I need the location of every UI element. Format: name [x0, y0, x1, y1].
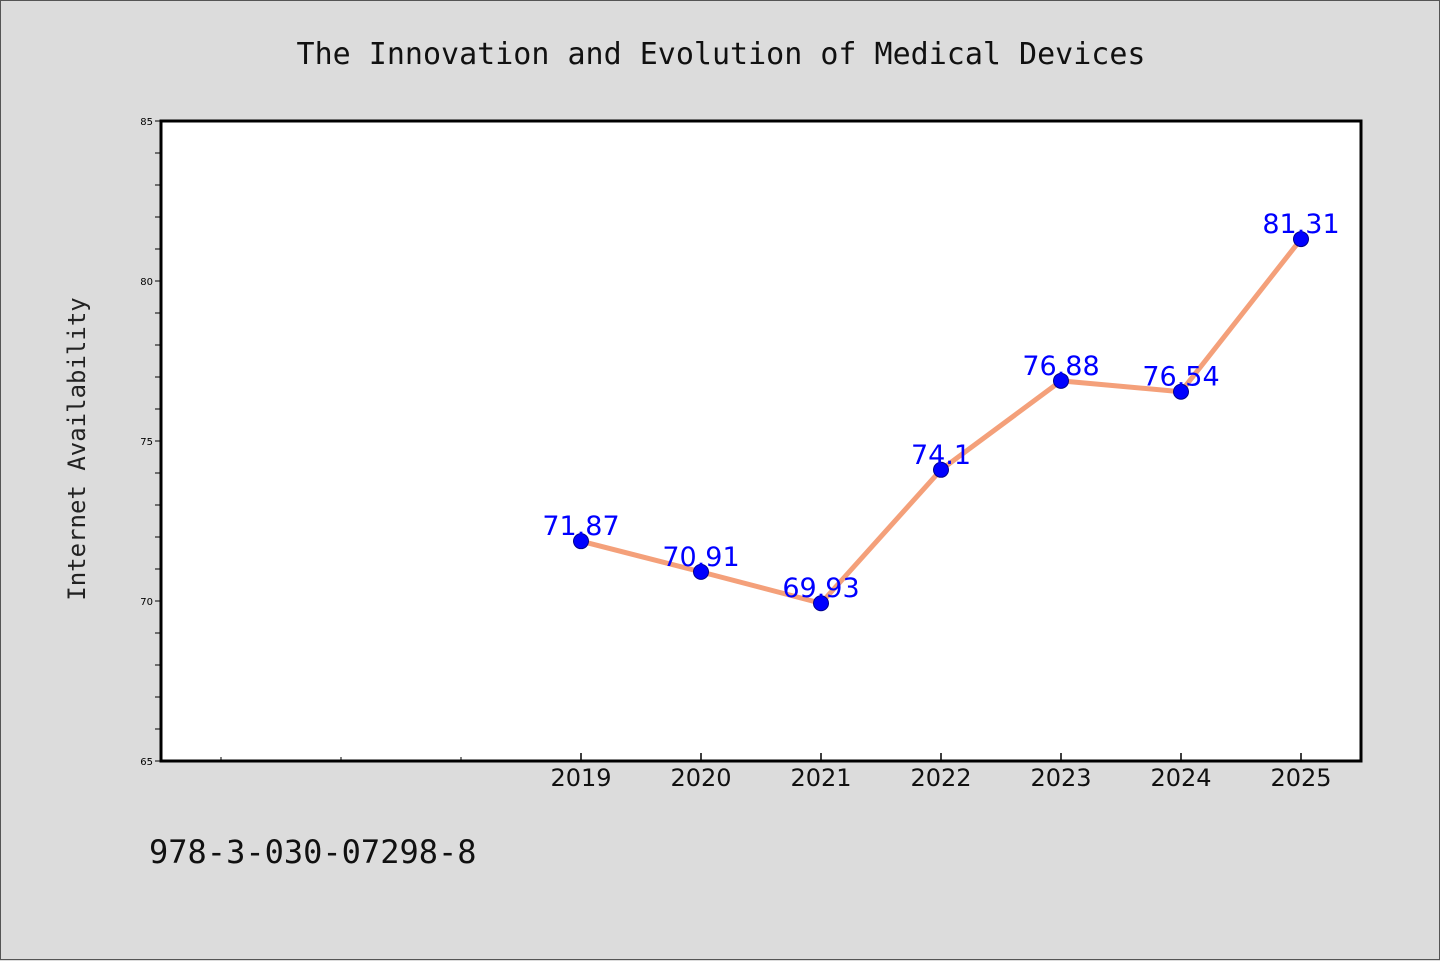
x-axis: 2019 2020 2021 2022 2023 2024 2025: [220, 753, 1332, 792]
x-tick-label: 2019: [550, 764, 611, 792]
x-tick-label: 2022: [910, 764, 971, 792]
y-axis-label: Internet Availability: [63, 297, 91, 600]
x-tick-label: 2021: [790, 764, 851, 792]
data-label: 76.54: [1142, 362, 1219, 393]
data-labels: 71.87 70.91 69.93 74.1 76.88 76.54 81.31: [542, 209, 1339, 604]
data-label: 74.1: [911, 440, 971, 471]
y-tick-label: 70: [140, 597, 153, 608]
data-point: [1293, 231, 1309, 248]
footnote-isbn: 978-3-030-07298-8: [149, 833, 477, 871]
data-label: 70.91: [662, 542, 739, 573]
data-point: [933, 461, 949, 478]
data-label: 76.88: [1022, 351, 1099, 382]
data-label: 69.93: [782, 573, 859, 604]
series-line: [573, 231, 1309, 612]
y-tick-label: 75: [140, 437, 153, 448]
x-tick-label: 2020: [670, 764, 731, 792]
chart-title: The Innovation and Evolution of Medical …: [297, 37, 1146, 72]
plot-area: [159, 119, 1363, 763]
data-label: 71.87: [542, 511, 619, 542]
y-tick-label: 85: [140, 117, 153, 128]
x-tick-label: 2025: [1270, 764, 1331, 792]
y-axis: 65 70 75 80 85: [140, 117, 161, 768]
data-point: [693, 563, 709, 580]
data-label: 81.31: [1262, 209, 1339, 240]
y-tick-label: 80: [140, 277, 153, 288]
y-tick-label: 65: [140, 757, 153, 768]
data-point: [813, 595, 829, 612]
data-point: [1173, 383, 1189, 400]
x-tick-label: 2023: [1030, 764, 1091, 792]
x-tick-label: 2024: [1150, 764, 1211, 792]
data-point: [573, 533, 589, 550]
data-point: [1053, 372, 1069, 389]
